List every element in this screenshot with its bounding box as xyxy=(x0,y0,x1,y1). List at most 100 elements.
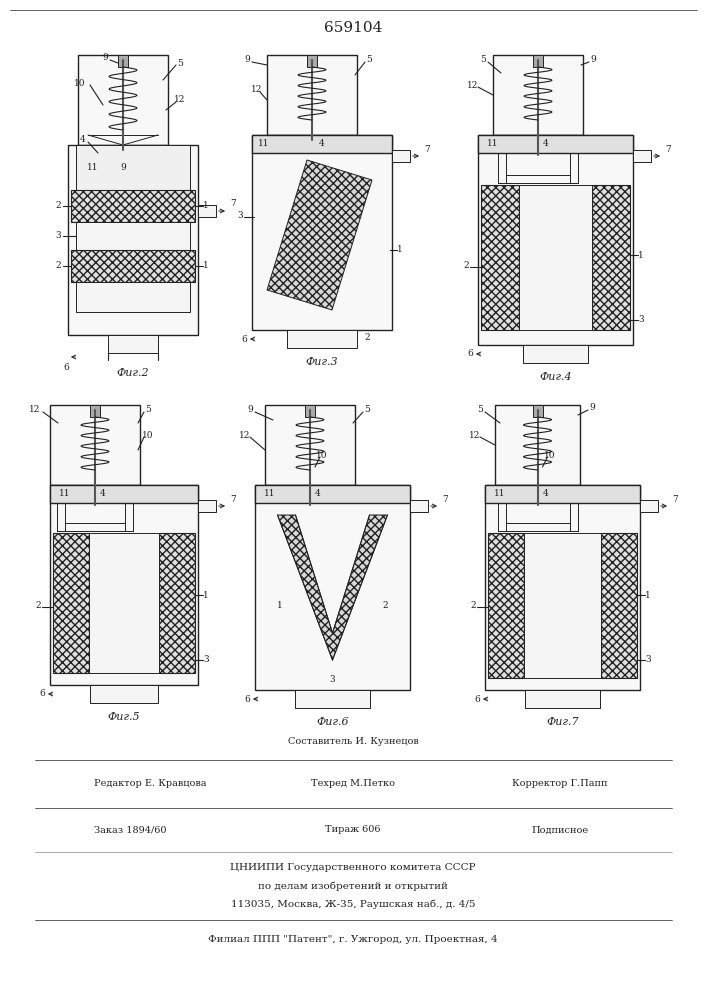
Text: 1: 1 xyxy=(203,590,209,599)
Bar xyxy=(532,405,542,417)
Bar xyxy=(592,185,630,330)
Polygon shape xyxy=(267,160,372,310)
Text: 4: 4 xyxy=(80,135,86,144)
Text: 11: 11 xyxy=(494,489,506,498)
Bar xyxy=(90,685,158,703)
Text: 9: 9 xyxy=(102,53,108,62)
Text: 4: 4 xyxy=(319,139,325,148)
Bar xyxy=(255,485,410,690)
Bar xyxy=(493,55,583,135)
Text: 7: 7 xyxy=(665,144,671,153)
Bar xyxy=(159,533,195,673)
Bar xyxy=(255,485,410,503)
Text: 3: 3 xyxy=(329,676,335,684)
Text: Фиг.4: Фиг.4 xyxy=(539,372,572,382)
Text: Тираж 606: Тираж 606 xyxy=(325,826,381,834)
Text: 12: 12 xyxy=(29,406,41,414)
Text: 12: 12 xyxy=(239,430,251,440)
Bar xyxy=(76,145,190,190)
Bar xyxy=(488,533,524,678)
Bar xyxy=(265,405,355,485)
Text: 7: 7 xyxy=(230,198,236,208)
Text: 6: 6 xyxy=(39,690,45,698)
Bar xyxy=(76,222,190,250)
Text: 1: 1 xyxy=(397,245,403,254)
Bar xyxy=(198,205,216,217)
Text: 10: 10 xyxy=(74,79,86,88)
Bar xyxy=(108,335,158,353)
Text: 7: 7 xyxy=(672,494,678,504)
Text: 7: 7 xyxy=(442,494,448,504)
Text: Фиг.3: Фиг.3 xyxy=(305,357,339,367)
Text: по делам изобретений и открытий: по делам изобретений и открытий xyxy=(258,881,448,891)
Text: 3: 3 xyxy=(638,316,644,324)
Bar xyxy=(78,55,168,145)
Text: 12: 12 xyxy=(469,430,481,440)
Text: 2: 2 xyxy=(55,261,61,270)
Bar xyxy=(50,405,140,485)
Text: 1: 1 xyxy=(203,261,209,270)
Text: 11: 11 xyxy=(258,139,270,148)
Text: 9: 9 xyxy=(120,162,126,172)
Text: 5: 5 xyxy=(480,55,486,64)
Text: 1: 1 xyxy=(638,250,644,259)
Bar xyxy=(252,135,392,153)
Text: 2: 2 xyxy=(55,202,61,211)
Bar xyxy=(392,150,410,162)
Bar xyxy=(495,405,580,485)
Text: 3: 3 xyxy=(55,232,61,240)
Text: 9: 9 xyxy=(247,406,253,414)
Bar xyxy=(485,485,640,690)
Text: Подписное: Подписное xyxy=(532,826,588,834)
Text: Фиг.7: Фиг.7 xyxy=(547,717,579,727)
Text: ЦНИИПИ Государственного комитета СССР: ЦНИИПИ Государственного комитета СССР xyxy=(230,863,476,872)
Text: 10: 10 xyxy=(316,450,328,460)
Bar xyxy=(640,500,658,512)
Bar xyxy=(198,500,216,512)
Text: 113035, Москва, Ж-35, Раушская наб., д. 4/5: 113035, Москва, Ж-35, Раушская наб., д. … xyxy=(230,899,475,909)
Text: 6: 6 xyxy=(244,694,250,704)
Bar xyxy=(478,135,633,345)
Text: 3: 3 xyxy=(237,211,243,220)
Text: 10: 10 xyxy=(142,430,153,440)
Text: Редактор Е. Кравцова: Редактор Е. Кравцова xyxy=(94,780,206,788)
Text: 4: 4 xyxy=(543,489,549,498)
Bar xyxy=(267,55,357,135)
Text: Фиг.5: Фиг.5 xyxy=(107,712,140,722)
Bar xyxy=(478,135,633,153)
Text: 5: 5 xyxy=(364,406,370,414)
Bar xyxy=(118,55,128,67)
Text: 9: 9 xyxy=(589,403,595,412)
Bar xyxy=(252,135,392,330)
Text: 11: 11 xyxy=(487,139,498,148)
Text: 12: 12 xyxy=(175,96,186,104)
Bar xyxy=(89,533,159,673)
Text: 9: 9 xyxy=(244,55,250,64)
Text: 2: 2 xyxy=(364,334,370,342)
Text: Техред М.Петко: Техред М.Петко xyxy=(311,780,395,788)
Bar xyxy=(295,690,370,708)
Text: Филиал ППП "Патент", г. Ужгород, ул. Проектная, 4: Филиал ППП "Патент", г. Ужгород, ул. Про… xyxy=(208,936,498,944)
Text: 659104: 659104 xyxy=(324,21,382,35)
Bar xyxy=(523,345,588,363)
Bar xyxy=(68,145,198,335)
Text: 12: 12 xyxy=(251,86,263,95)
Text: 2: 2 xyxy=(470,600,476,609)
Text: Фиг.6: Фиг.6 xyxy=(316,717,349,727)
Bar xyxy=(410,500,428,512)
Text: 7: 7 xyxy=(424,144,430,153)
Bar xyxy=(601,533,637,678)
Text: 1: 1 xyxy=(277,600,283,609)
Text: 2: 2 xyxy=(35,600,41,609)
Text: 6: 6 xyxy=(63,362,69,371)
Bar xyxy=(525,690,600,708)
Text: 11: 11 xyxy=(264,489,276,498)
Text: 1: 1 xyxy=(203,202,209,211)
Bar xyxy=(287,330,357,348)
Bar xyxy=(50,485,198,503)
Bar xyxy=(633,150,651,162)
Text: 1: 1 xyxy=(645,590,651,599)
Text: 7: 7 xyxy=(230,494,236,504)
Text: 6: 6 xyxy=(474,694,480,704)
Text: 12: 12 xyxy=(467,81,479,90)
